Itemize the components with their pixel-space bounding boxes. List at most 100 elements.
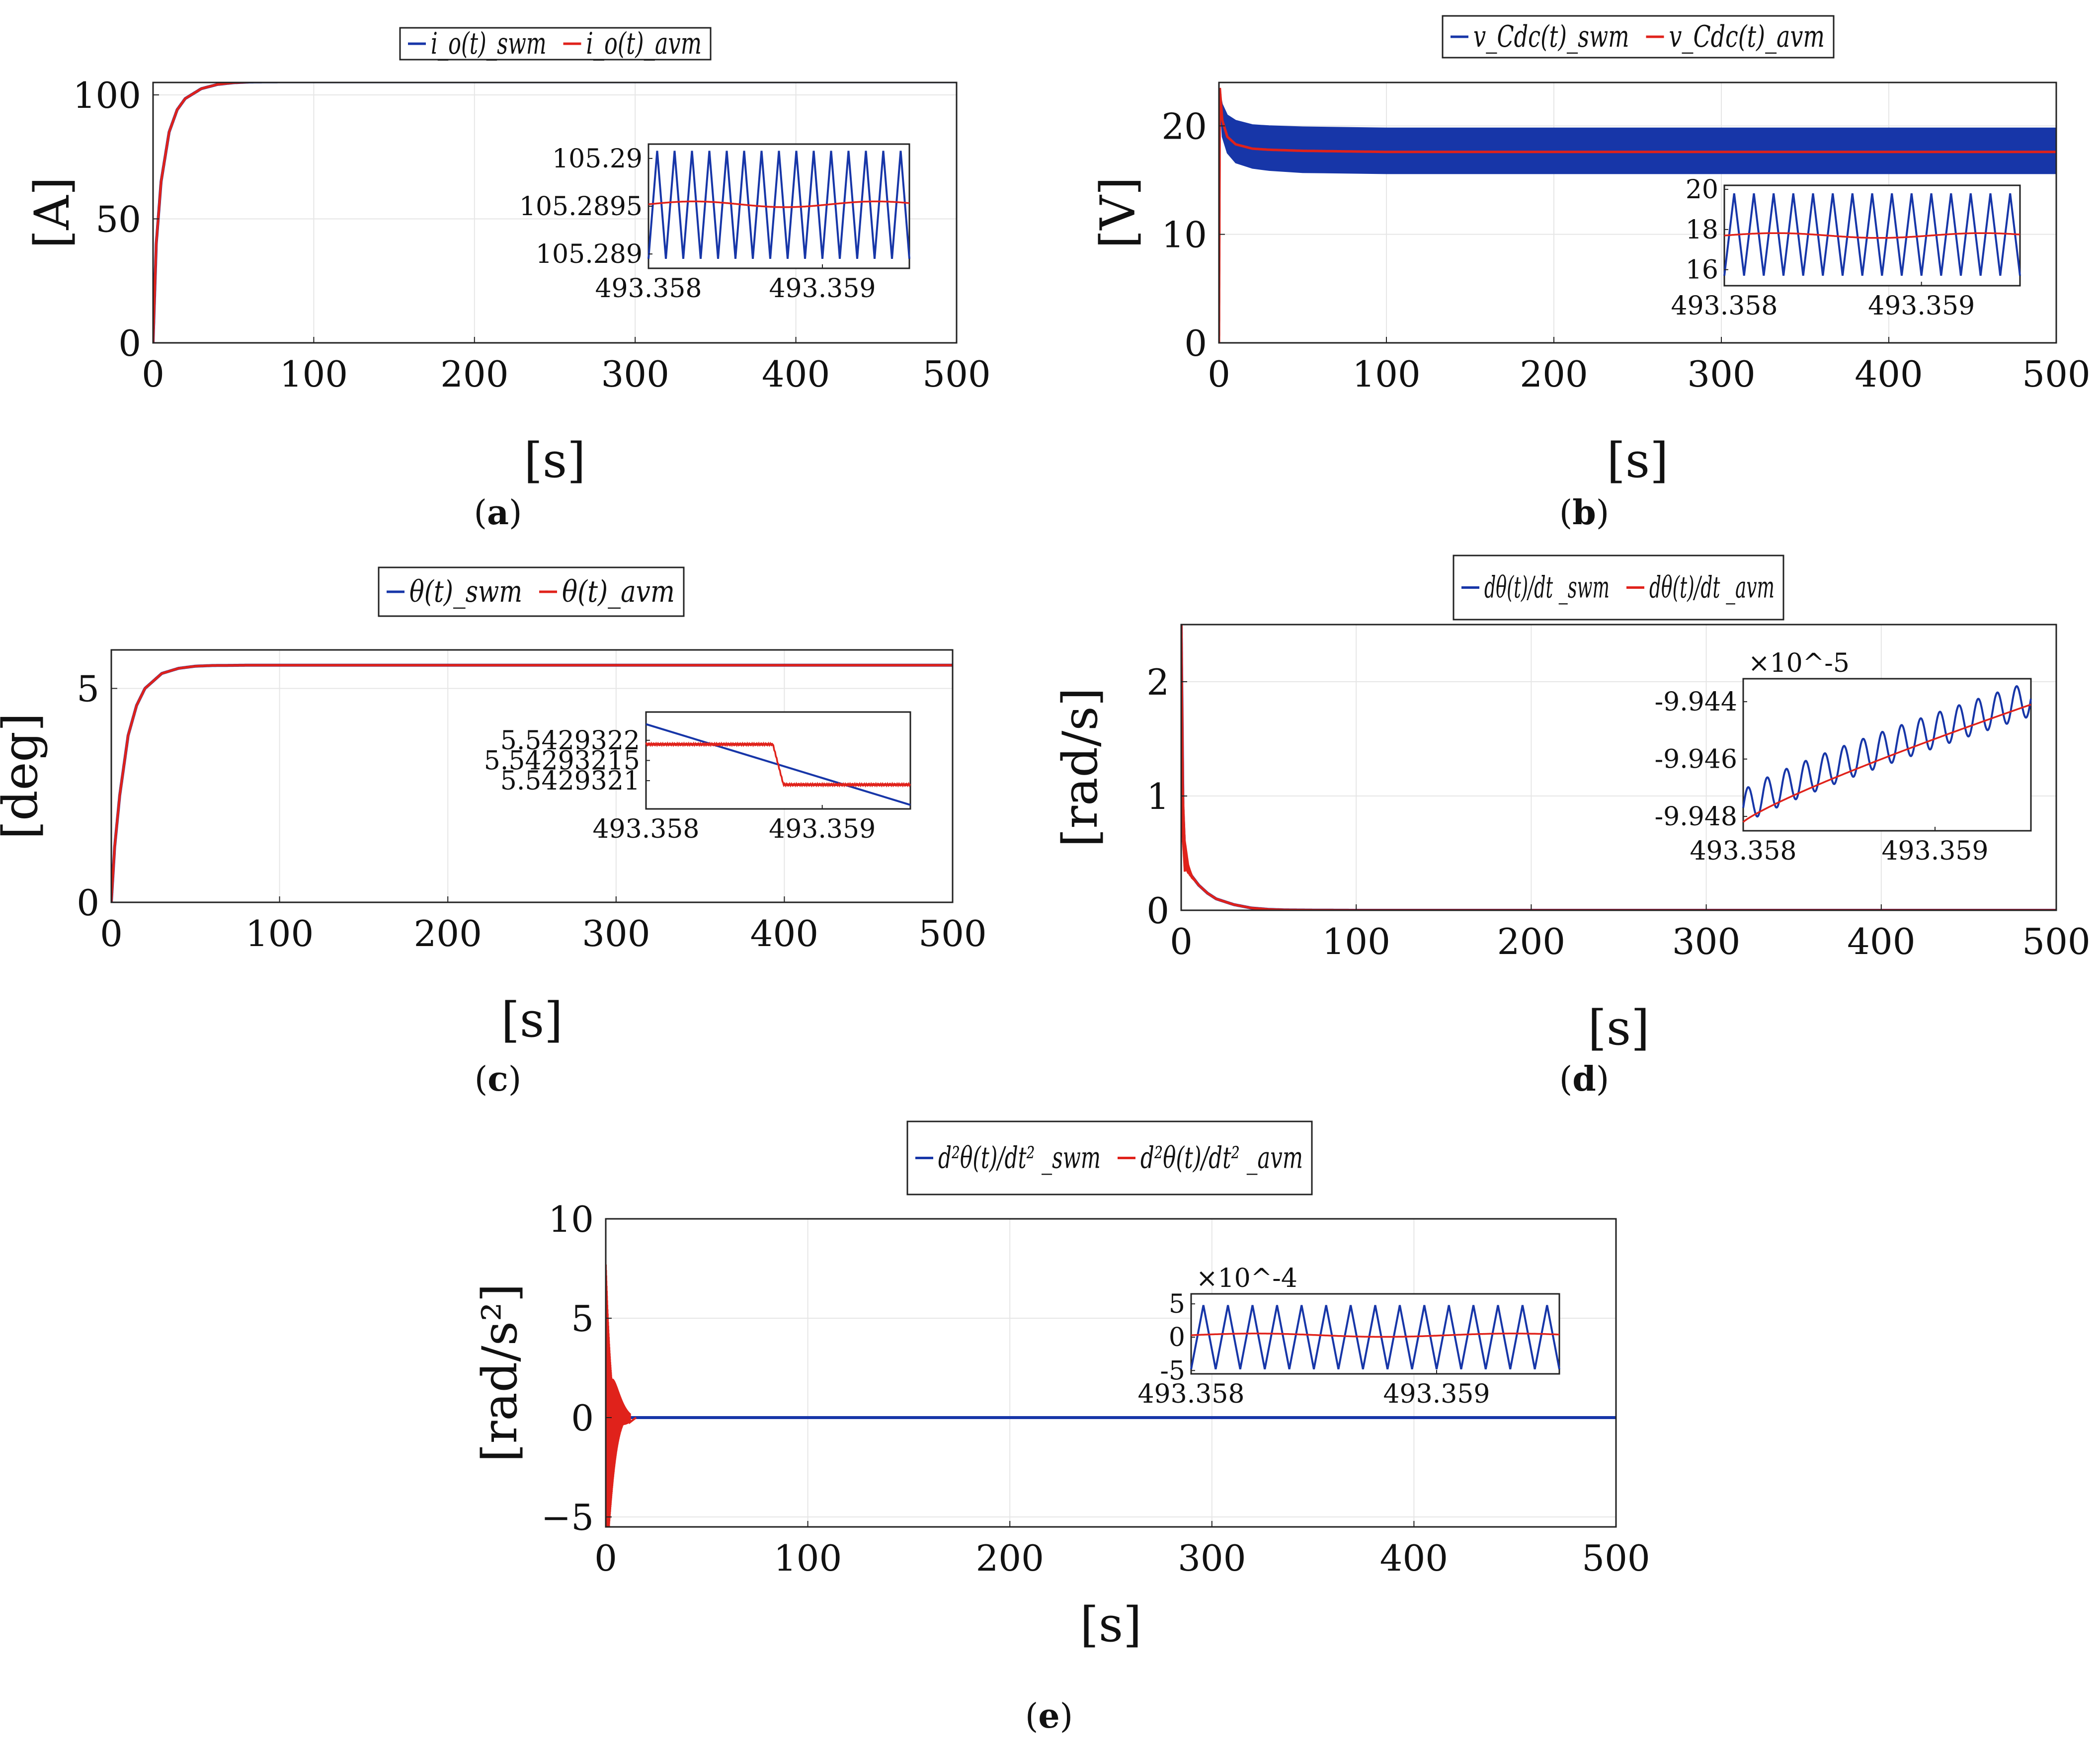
y-tick-label: 2: [1146, 661, 1169, 703]
inset-frame: [647, 143, 910, 269]
chart-d: 0 100 200 300 400 500 0 1 2 [s] [rad/s] dθ(t)/dt _s…: [1052, 555, 2091, 1099]
y-tick-label: 0: [77, 882, 99, 924]
inset-y-tick-label: 5.54293215: [484, 746, 640, 776]
x-tick-label: 100: [280, 353, 348, 395]
plot-frame: [110, 649, 954, 903]
series-avm-line: [153, 82, 957, 343]
inset-frame: [1742, 678, 2032, 832]
legend-box: [378, 566, 685, 617]
series-avm-line: [1181, 625, 2056, 910]
inset-y-tick-label: 16: [1686, 255, 1718, 285]
panel-caption: (a): [474, 493, 522, 533]
x-tick-label: 300: [1672, 921, 1740, 962]
legend-box: [399, 27, 712, 61]
plot-traces: [111, 663, 953, 902]
legend-label-swm: i_o(t)_swm: [431, 26, 547, 61]
inset-swm-trace: [1742, 685, 2032, 818]
x-tick-label: 100: [774, 1537, 842, 1579]
panel-caption: (e): [1025, 1696, 1073, 1736]
inset-y-tick-label: -9.946: [1655, 745, 1737, 775]
plot-traces: [606, 1264, 1616, 1527]
x-axis-label: [s]: [1607, 433, 1668, 488]
x-tick-label: 400: [1380, 1537, 1448, 1579]
chart-a: 0 100 200 300 400 500 0 50 100 [s] [A] i_o(t)_swm i_…: [24, 26, 991, 533]
x-axis-label: [s]: [501, 992, 563, 1048]
inset-x-tick-label: 493.358: [1690, 836, 1796, 866]
legend-box: [1453, 555, 1784, 621]
legend-label-avm: v_Cdc(t)_avm: [1669, 19, 1825, 54]
inset-x-tick-label: 493.358: [592, 814, 699, 844]
legend-label-avm: θ(t)_avm: [562, 574, 675, 609]
inset-x-tick-label: 493.359: [769, 814, 876, 844]
inset-swm-trace: [647, 151, 910, 259]
inset-a: 493.358 493.359 105.289 105.2895 105.29: [519, 143, 910, 304]
y-tick-label: 0: [118, 322, 141, 364]
y-tick-label: 20: [1161, 105, 1207, 147]
inset-avm-trace: [1742, 704, 2031, 823]
legend-box: [906, 1120, 1313, 1195]
series-avm-line: [111, 664, 953, 902]
inset-e: 493.358 493.359 -5 0 5 ×10^-4: [1137, 1264, 1560, 1409]
y-tick-label: 10: [1161, 214, 1207, 256]
plot-traces: [153, 82, 957, 343]
legend-box: [1442, 15, 1835, 59]
y-axis-label: [V]: [1090, 177, 1146, 248]
series-avm-transient: [1181, 625, 1198, 884]
x-tick-label: 500: [922, 353, 990, 395]
chart-e: 0 100 200 300 400 500−50510[s][rad/s²]d²θ(t)/…: [472, 1120, 1650, 1736]
inset-x-tick-label: 493.358: [1137, 1379, 1244, 1409]
inset-y-tick-label: -9.948: [1655, 802, 1737, 832]
inset-y-tick-label: 105.29: [552, 144, 643, 174]
inset-y-tick-label: 105.289: [536, 239, 643, 269]
x-tick-label: 400: [1855, 353, 1923, 395]
inset-c: 493.358 493.359 5.54293215.542932155.54293…: [484, 711, 911, 844]
x-tick-label: 400: [1847, 921, 1915, 962]
legend-label-avm: i_o(t)_avm: [586, 26, 702, 61]
inset-y-tick-label: -5: [1160, 1356, 1185, 1386]
legend-label-avm: dθ(t)/dt _avm: [1649, 570, 1775, 605]
x-tick-label: 500: [1582, 1537, 1650, 1579]
x-tick-label: 500: [2022, 353, 2090, 395]
y-axis-label: [A]: [24, 177, 80, 248]
x-tick-label: 500: [2022, 921, 2090, 962]
inset-x-tick-label: 493.358: [1671, 291, 1777, 321]
inset-x-tick-label: 493.359: [1868, 291, 1975, 321]
inset-multiplier: ×10^-5: [1748, 648, 1850, 678]
x-tick-label: 0: [142, 353, 164, 395]
inset-y-tick-label: 5: [1169, 1289, 1185, 1319]
x-tick-label: 0: [1208, 353, 1230, 395]
inset-y-tick-label: 105.2895: [519, 192, 643, 222]
legend-label-swm: θ(t)_swm: [409, 574, 522, 609]
inset-y-tick-label: 5.5429322: [500, 726, 640, 756]
x-tick-label: 200: [1497, 921, 1565, 962]
x-tick-label: 100: [1322, 921, 1390, 962]
x-tick-label: 400: [762, 353, 830, 395]
y-axis-label: [rad/s]: [1052, 688, 1108, 847]
inset-swm-trace: [1190, 1305, 1560, 1369]
inset-y-tick-label: 0: [1169, 1323, 1185, 1352]
x-tick-label: 100: [245, 913, 314, 954]
y-tick-label: 1: [1146, 776, 1169, 817]
plot-frame: [152, 81, 958, 344]
inset-x-tick-label: 493.358: [595, 274, 702, 304]
inset-frame: [1723, 184, 2021, 287]
y-axis-label: [rad/s²]: [472, 1283, 528, 1462]
inset-y-tick-label: -9.944: [1655, 687, 1737, 717]
series-avm-transient: [606, 1264, 637, 1527]
x-tick-label: 200: [975, 1537, 1044, 1579]
inset-x-tick-label: 493.359: [1881, 836, 1988, 866]
legend-label-swm: d²θ(t)/dt² _swm: [938, 1141, 1101, 1176]
plot-traces: [1219, 87, 2056, 343]
y-tick-label: 50: [95, 198, 141, 240]
legend-label-swm: v_Cdc(t)_swm: [1473, 19, 1629, 54]
chart-c: 0 100 200 300 400 500 0 5 [s] [deg] θ(t)_swm θ(t)_a…: [0, 566, 987, 1099]
legend-label-avm: d²θ(t)/dt² _avm: [1140, 1141, 1303, 1176]
inset-x-tick-label: 493.359: [1383, 1379, 1490, 1409]
y-tick-label: 0: [1184, 322, 1207, 364]
x-axis-label: [s]: [1588, 1000, 1649, 1056]
inset-avm-trace: [1191, 1333, 1559, 1338]
inset-y-tick-label: 18: [1686, 215, 1718, 245]
inset-swm-trace: [1723, 193, 2021, 276]
x-tick-label: 300: [1178, 1537, 1246, 1579]
